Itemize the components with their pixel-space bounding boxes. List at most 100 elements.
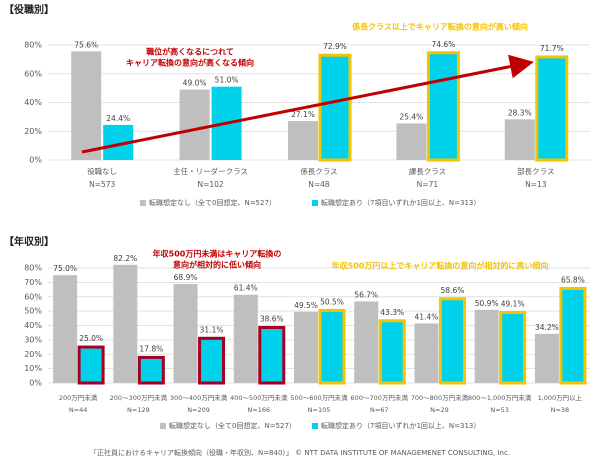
y-tick-label: 80%	[24, 41, 42, 50]
value-label: 72.9%	[323, 42, 347, 51]
y-tick-label: 40%	[24, 98, 42, 107]
sample-size: N=29	[430, 406, 449, 414]
sample-size: N=53	[490, 406, 509, 414]
value-label: 58.6%	[441, 286, 465, 295]
value-label: 75.0%	[53, 264, 77, 273]
sample-size: N=13	[525, 180, 547, 189]
y-tick-label: 80%	[24, 264, 42, 273]
bar	[288, 121, 318, 160]
value-label: 68.9%	[174, 273, 198, 282]
x-tick-label: 部長クラス	[517, 166, 554, 176]
annotation: 職位が高くなるにつれて	[146, 47, 234, 57]
bar	[474, 309, 499, 383]
bar	[438, 297, 466, 385]
value-label: 41.4%	[415, 312, 439, 321]
bar	[294, 311, 318, 383]
annotation: 意向が相対的に低い傾向	[173, 260, 261, 270]
x-tick-label: 700～800万円未満	[411, 393, 469, 402]
sample-size: N=71	[417, 180, 439, 189]
bar	[504, 119, 535, 160]
legend-swatch	[140, 200, 146, 206]
legend-label: 転職想定なし（全て0回想定、N=527）	[169, 421, 296, 430]
bar	[318, 308, 346, 385]
sample-size: N=129	[127, 406, 150, 414]
x-tick-label: 500～600万円未満	[290, 393, 348, 402]
y-tick-label: 10%	[24, 364, 42, 373]
value-label: 28.3%	[508, 108, 532, 117]
y-tick-label: 30%	[24, 335, 42, 344]
legend-swatch	[312, 200, 318, 206]
annotation: 年収500万円以上でキャリア転換の意向が相対的に高い傾向	[332, 261, 549, 271]
bar	[77, 345, 105, 385]
x-tick-label: 1,000万円以上	[538, 393, 583, 402]
bar	[414, 323, 439, 383]
y-tick-label: 20%	[24, 127, 42, 136]
value-label: 43.3%	[380, 308, 404, 317]
value-label: 49.5%	[294, 301, 318, 310]
bar	[113, 264, 138, 383]
value-label: 51.0%	[215, 76, 239, 85]
value-label: 25.0%	[79, 334, 103, 343]
value-label: 31.1%	[200, 325, 224, 334]
sample-size: N=48	[308, 180, 330, 189]
x-tick-label: 200～300万円未満	[110, 393, 168, 402]
bar	[499, 310, 527, 385]
bar	[378, 319, 406, 385]
x-tick-label: 係長クラス	[300, 167, 337, 176]
value-label: 38.6%	[260, 315, 284, 324]
y-tick-label: 0%	[29, 156, 42, 165]
sample-size: N=67	[370, 406, 389, 414]
x-tick-label: 800～1,000万円未満	[468, 393, 532, 402]
bar	[535, 55, 569, 162]
y-tick-label: 20%	[24, 350, 42, 359]
legend-swatch	[160, 423, 166, 429]
bar	[258, 326, 286, 385]
x-tick-label: 役職なし	[87, 166, 117, 176]
bar	[137, 355, 165, 385]
value-label: 82.2%	[113, 254, 137, 263]
value-label: 71.7%	[540, 44, 564, 53]
bar	[198, 336, 226, 385]
chart-title: 【年収別】	[4, 235, 54, 248]
value-label: 75.6%	[74, 40, 98, 49]
x-tick-label: 400～500万円未満	[230, 393, 288, 402]
bar	[396, 123, 427, 160]
footer: 「正社員におけるキャリア転換傾向（役職・年収別、N=840）」 © NTT DA…	[90, 448, 510, 457]
value-label: 56.7%	[354, 290, 378, 299]
x-tick-label: 300～400万円未満	[170, 393, 228, 402]
bar	[318, 53, 352, 162]
chart-title: 【役職別】	[4, 3, 54, 16]
x-tick-label: 課長クラス	[409, 166, 446, 176]
legend-label: 転職想定あり（7項目いずれか1回以上、N=313）	[321, 421, 480, 430]
x-tick-label: 主任・リーダークラス	[173, 166, 248, 176]
legend-label: 転職想定あり（7項目いずれか1回以上、N=313）	[321, 198, 480, 207]
value-label: 49.0%	[183, 79, 207, 88]
value-label: 50.5%	[320, 297, 344, 306]
y-tick-label: 60%	[24, 292, 42, 301]
x-tick-label: 200万円未満	[59, 393, 98, 402]
bar	[354, 301, 379, 383]
sample-size: N=102	[197, 180, 223, 189]
annotation: 係長クラス以上でキャリア転換の意向が高い傾向	[352, 22, 528, 32]
sample-size: N=44	[69, 406, 88, 414]
bar	[173, 283, 198, 383]
y-tick-label: 50%	[24, 307, 42, 316]
value-label: 24.4%	[106, 114, 130, 123]
annotation: 年収500万円未満はキャリア転換の	[153, 249, 282, 259]
annotation: キャリア転換の意向が高くなる傾向	[126, 58, 254, 68]
y-tick-label: 0%	[29, 379, 42, 388]
trend-arrow	[81, 54, 534, 154]
value-label: 74.6%	[431, 40, 455, 49]
value-label: 34.2%	[535, 323, 559, 332]
bar	[179, 89, 210, 160]
x-tick-label: 600～700万円未満	[351, 393, 409, 402]
bar	[233, 294, 258, 383]
bar	[426, 51, 460, 162]
bar	[559, 286, 587, 385]
bar	[71, 51, 102, 161]
bar	[534, 333, 559, 383]
value-label: 61.4%	[234, 284, 258, 293]
value-label: 50.9%	[475, 299, 499, 308]
y-tick-label: 60%	[24, 69, 42, 78]
sample-size: N=209	[187, 406, 210, 414]
